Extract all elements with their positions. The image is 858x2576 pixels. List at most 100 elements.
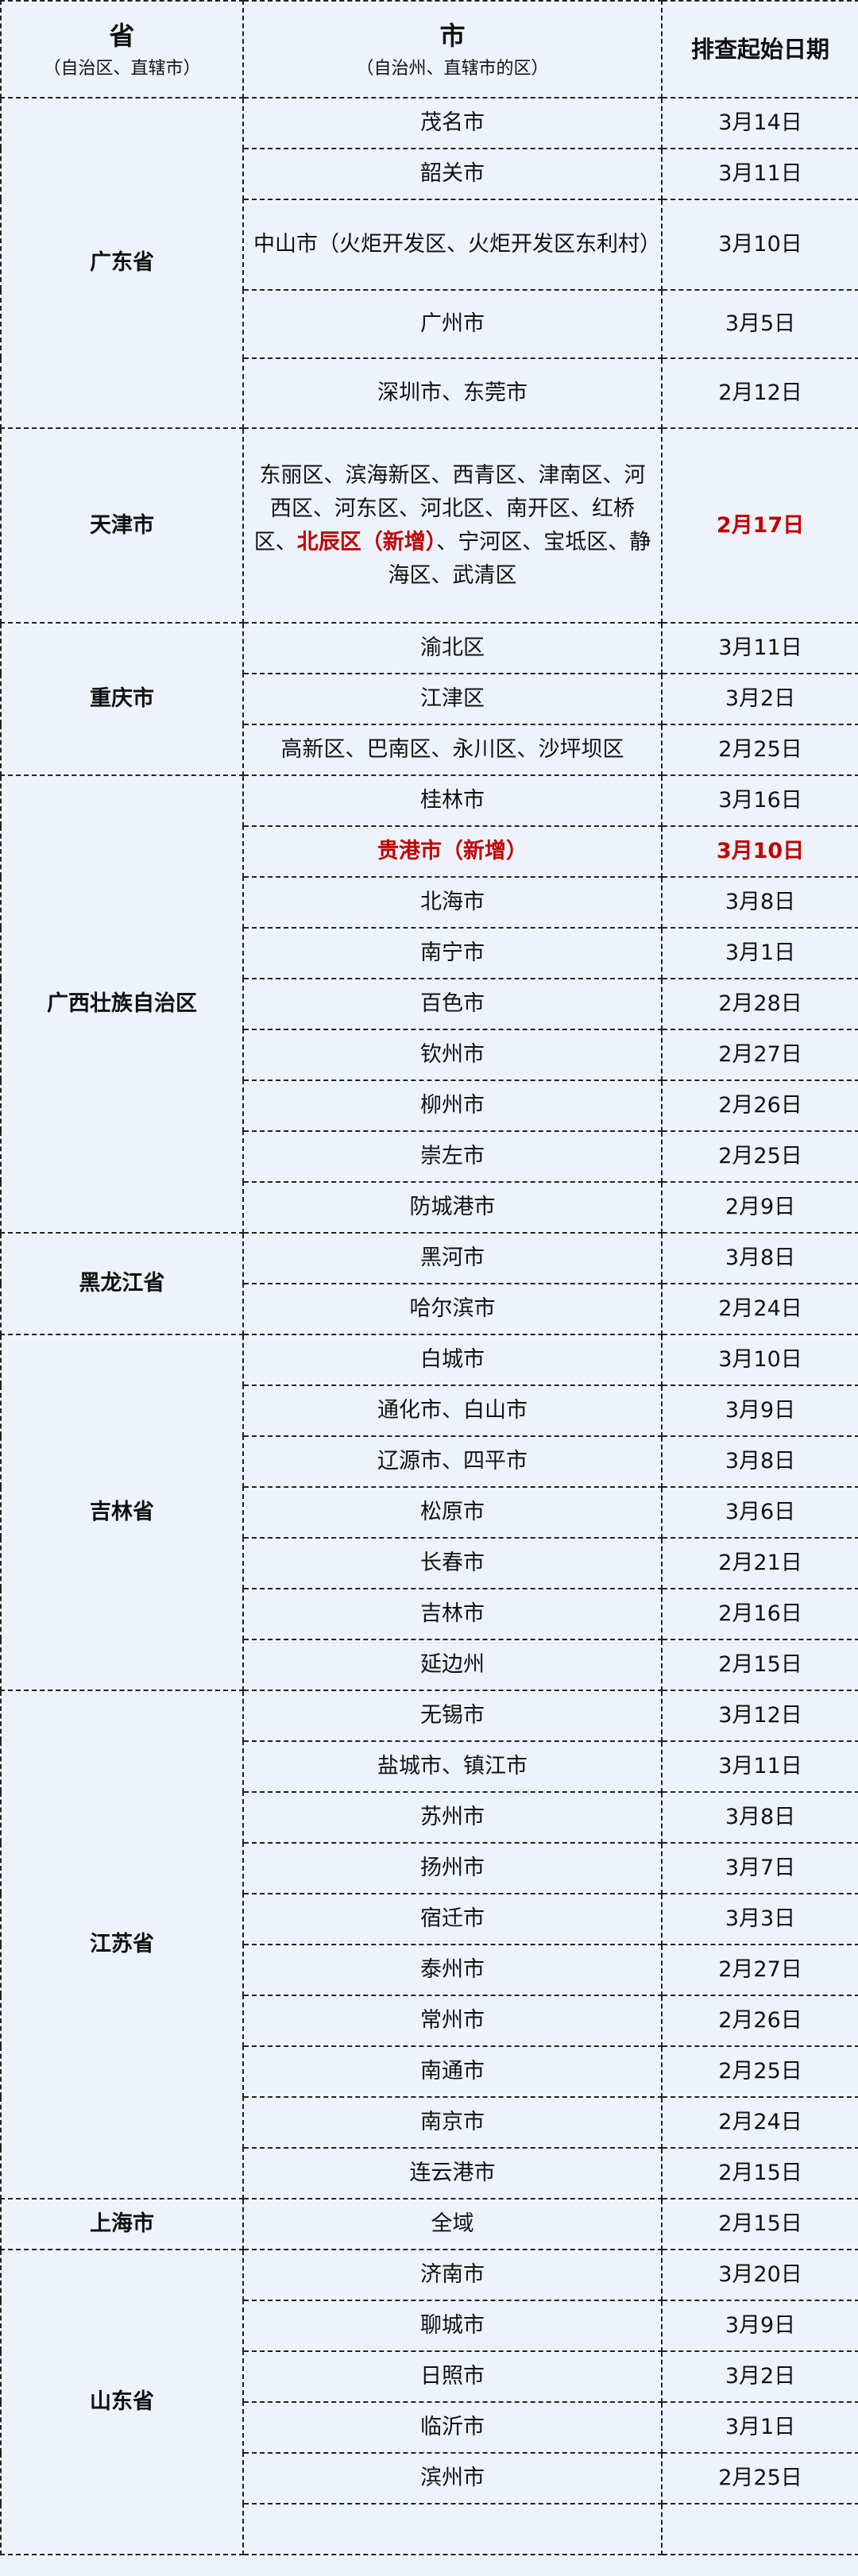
table-row: 南通市 2月25日 [1,2045,858,2098]
province-cell: 黑龙江省 [0,1232,244,1335]
table-row: 江津区 3月2日 [1,673,858,725]
city-cell: 常州市 [242,1995,663,2047]
city-cell: 日照市 [242,2350,663,2403]
province-cell: 广西壮族自治区 [0,774,244,1234]
table-body: 广东省 茂名市 3月14日 韶关市 3月11日 中山市（火炬开发区、火炬开发区东利村） 3月… [0,97,858,2555]
city-name: 深圳市、东莞市 [377,380,528,405]
city-cell: 苏州市 [242,1791,663,1844]
date-cell: 3月8日 [661,1791,858,1844]
table-row: 上海市 全域 2月15日 [0,2198,858,2250]
table-row: 聊城市 3月9日 [1,2300,858,2352]
date-cell [661,2503,858,2555]
date-cell: 3月1日 [661,2401,858,2454]
date-cell: 3月12日 [661,1690,858,1742]
city-cell: 盐城市、镇江市 [242,1740,663,1793]
table-row: 百色市 2月28日 [1,978,858,1030]
city-cell: 济南市 [242,2249,663,2301]
city-name: 江津区 [420,686,485,711]
date-cell: 3月14日 [661,97,858,149]
date-cell: 2月27日 [661,1029,858,1081]
province-cell: 吉林省 [0,1334,244,1691]
date-cell: 3月8日 [661,876,858,929]
date-cell: 3月8日 [661,1232,858,1284]
table-row [1,2503,858,2555]
province-cell: 广东省 [0,97,244,429]
city-cell: 韶关市 [242,148,663,200]
city-cell: 松原市 [242,1486,663,1539]
table-row: 贵港市（新增） 3月10日 [1,825,858,878]
date-cell: 2月25日 [661,724,858,776]
table-row: 中山市（火炬开发区、火炬开发区东利村） 3月10日 [1,199,858,291]
table-row: 山东省 济南市 3月20日 [0,2249,858,2555]
date-cell: 3月16日 [661,774,858,827]
province-cell: 上海市 [0,2198,244,2250]
city-cell: 宿迁市 [242,1893,663,1945]
table-row: 连云港市 2月15日 [1,2147,858,2199]
table-row: 松原市 3月6日 [1,1486,858,1539]
city-name: 南宁市 [420,940,485,965]
date-cell: 2月26日 [661,1995,858,2047]
table-row: 日照市 3月2日 [1,2350,858,2403]
city-cell: 中山市（火炬开发区、火炬开发区东利村） [242,199,663,291]
city-cell: 北海市 [242,876,663,929]
table-row: 黑龙江省 黑河市 3月8日 [0,1232,858,1335]
table-row: 广州市 3月5日 [1,289,858,359]
date-cell: 3月10日 [661,825,858,878]
table-row: 柳州市 2月26日 [1,1079,858,1132]
date-cell: 2月25日 [661,2045,858,2098]
date-cell: 2月21日 [661,1537,858,1589]
table-row: 哈尔滨市 2月24日 [1,1283,858,1335]
date-cell: 2月15日 [661,1639,858,1691]
city-cell: 辽源市、四平市 [242,1435,663,1488]
table-row: 盐城市、镇江市 3月11日 [1,1740,858,1793]
city-cell: 深圳市、东莞市 [242,357,663,429]
date-cell: 3月20日 [661,2249,858,2301]
city-cell: 连云港市 [242,2147,663,2199]
province-cell: 山东省 [0,2249,244,2555]
date-cell: 3月11日 [661,1740,858,1793]
date-cell: 2月27日 [661,1944,858,1996]
city-name: 渝北区 [420,635,485,660]
table-row: 广西壮族自治区 桂林市 3月16日 [0,774,858,1234]
date-cell: 3月2日 [661,673,858,725]
city-name: 中山市（火炬开发区、火炬开发区东利村） [253,232,661,257]
date-cell: 3月10日 [661,1334,858,1386]
table-row: 广东省 茂名市 3月14日 [0,97,858,429]
city-name: 盐城市、镇江市 [377,1754,528,1778]
city-cell: 滨州市 [242,2452,663,2505]
city-cell: 黑河市 [242,1232,663,1284]
city-cell: 南通市 [242,2045,663,2098]
table-row: 高新区、巴南区、永川区、沙坪坝区 2月25日 [1,724,858,776]
city-name: 泰州市 [420,1957,485,1982]
city-cell: 泰州市 [242,1944,663,1996]
city-name: 吉林市 [420,1601,485,1626]
table-row: 崇左市 2月25日 [1,1130,858,1183]
city-name: 、宁河区、宝坻区、静海区、武清区 [388,529,651,588]
city-name: 韶关市 [420,161,485,186]
date-cell: 2月25日 [661,2452,858,2505]
city-cell: 高新区、巴南区、永川区、沙坪坝区 [242,724,663,776]
date-cell: 2月16日 [661,1588,858,1640]
city-cell: 广州市 [242,289,663,359]
city-name: 柳州市 [420,1093,485,1118]
date-cell: 3月9日 [661,2300,858,2352]
city-name: 辽源市、四平市 [377,1449,528,1473]
city-name: 全域 [431,2211,474,2236]
table-row: 韶关市 3月11日 [1,148,858,200]
city-cell: 延边州 [242,1639,663,1691]
table-row: 宿迁市 3月3日 [1,1893,858,1945]
table-row: 防城港市 2月9日 [1,1181,858,1234]
city-name: 东丽区、滨海新区、西青区、津南区、河西区、河东区、河北区、南开区、红桥区、 [253,462,646,554]
date-cell: 2月9日 [661,1181,858,1234]
city-cell: 聊城市 [242,2300,663,2352]
table-row: 江苏省 无锡市 3月12日 [0,1690,858,2199]
table-row: 扬州市 3月7日 [1,1842,858,1894]
city-name: 通化市、白山市 [377,1398,528,1423]
table-row: 南京市 2月24日 [1,2096,858,2149]
city-name: 白城市 [420,1347,485,1372]
province-cell: 重庆市 [0,622,244,776]
city-name: 苏州市 [420,1805,485,1829]
table-row: 南宁市 3月1日 [1,927,858,979]
city-name: 广州市 [420,311,485,336]
city-cell: 百色市 [242,978,663,1030]
